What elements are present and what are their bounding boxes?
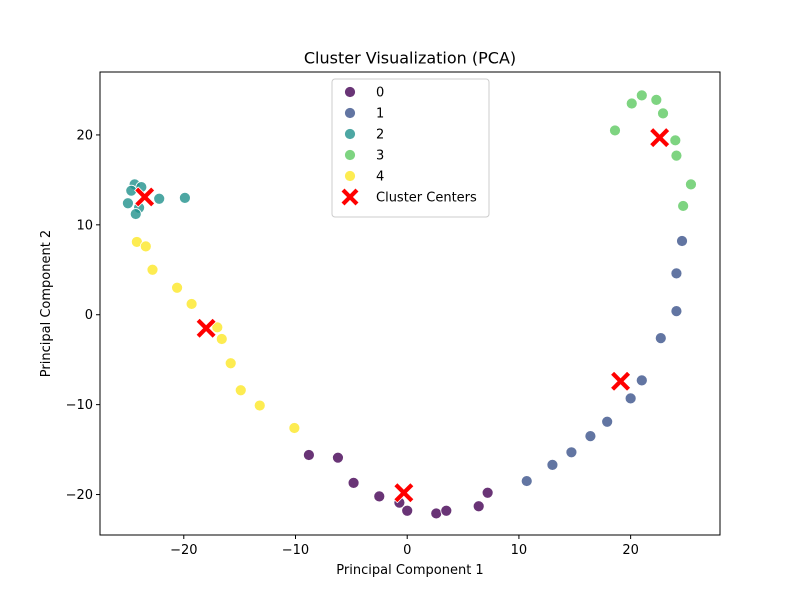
cluster-2-point: [122, 197, 134, 210]
legend-label: Cluster Centers: [376, 191, 477, 206]
legend-swatch: [344, 149, 356, 161]
x-tick-label: 0: [403, 543, 411, 558]
cluster-4-point: [234, 384, 247, 397]
y-tick-label: −20: [66, 488, 93, 503]
cluster-4-point: [185, 298, 198, 310]
cluster-1-point: [601, 415, 614, 428]
cluster-3-point: [677, 200, 690, 212]
cluster-0-point: [430, 507, 443, 520]
x-axis-label: Principal Component 1: [336, 563, 483, 578]
cluster-4-point: [211, 321, 224, 334]
cluster-1-point: [670, 267, 683, 280]
cluster-3-point: [685, 178, 697, 191]
cluster-center-marker: [649, 127, 671, 149]
cluster-0-point: [303, 449, 315, 461]
cluster-1-point: [676, 235, 688, 247]
x-axis-ticks: −20 −10 0 10 20: [170, 535, 639, 558]
cluster-4-point: [288, 422, 301, 434]
legend-box: [331, 78, 490, 218]
cluster-1-point: [546, 458, 559, 471]
legend-label: 0: [376, 86, 384, 101]
cluster-2-point: [153, 192, 166, 205]
cluster-3-point: [669, 134, 682, 147]
cluster-1-point: [654, 332, 667, 345]
cluster-1-point: [584, 430, 597, 443]
cluster-2-point: [129, 208, 142, 220]
cluster-3-point: [657, 107, 669, 120]
y-tick-label: 10: [76, 218, 93, 233]
legend-label: 4: [376, 170, 384, 185]
cluster-0-point: [401, 504, 414, 517]
legend-swatch: [344, 107, 356, 119]
y-axis-ticks: −20 −10 0 10 20: [66, 128, 100, 503]
x-tick-label: 20: [622, 543, 639, 558]
cluster-3-point: [635, 89, 648, 102]
cluster-3-point: [625, 97, 638, 110]
cluster-center-marker: [393, 482, 415, 504]
legend-label: 1: [376, 107, 384, 122]
x-tick-label: −20: [170, 543, 197, 558]
cluster-1-point: [670, 305, 683, 318]
y-tick-label: −10: [66, 398, 93, 413]
cluster-3-point: [670, 149, 683, 162]
chart-title: Cluster Visualization (PCA): [304, 49, 516, 68]
plot-frame: [99, 71, 721, 536]
cluster-4-point: [171, 281, 183, 294]
legend: 0 1 2 3 4 Cluster Centers: [331, 78, 490, 218]
cluster-3-point: [609, 124, 621, 137]
x-tick-label: 10: [511, 543, 528, 558]
legend-swatch: [344, 170, 356, 182]
cluster-0-point: [472, 500, 485, 513]
legend-swatch: [344, 86, 356, 98]
cluster-0-point: [440, 504, 453, 517]
cluster-0-point: [481, 486, 494, 499]
cluster-4-point: [253, 399, 266, 412]
cluster-0-point: [373, 490, 386, 503]
centers-layer: [134, 127, 671, 504]
cluster-0-point: [332, 451, 344, 464]
cluster-4-point: [224, 357, 237, 370]
cluster-center-marker: [134, 186, 156, 208]
cluster-3-point: [650, 93, 663, 106]
cluster-4-point: [139, 240, 152, 253]
cluster-0-point: [347, 476, 360, 489]
cluster-center-marker: [610, 370, 632, 392]
legend-center-marker: [340, 187, 360, 207]
legend-swatch: [344, 128, 356, 140]
cluster-1-point: [624, 392, 637, 405]
legend-label: 3: [376, 149, 384, 164]
cluster-1-point: [635, 374, 648, 387]
y-tick-label: 0: [85, 308, 93, 323]
cluster-center-marker: [195, 317, 217, 339]
legend-label: 2: [376, 128, 384, 143]
x-tick-label: −10: [282, 543, 309, 558]
y-axis-label: Principal Component 2: [39, 230, 54, 377]
cluster-1-point: [520, 475, 533, 487]
cluster-2-point: [179, 191, 191, 204]
y-tick-label: 20: [76, 128, 93, 143]
cluster-1-point: [565, 446, 578, 459]
cluster-4-point: [215, 333, 228, 345]
cluster-4-point: [146, 263, 159, 276]
